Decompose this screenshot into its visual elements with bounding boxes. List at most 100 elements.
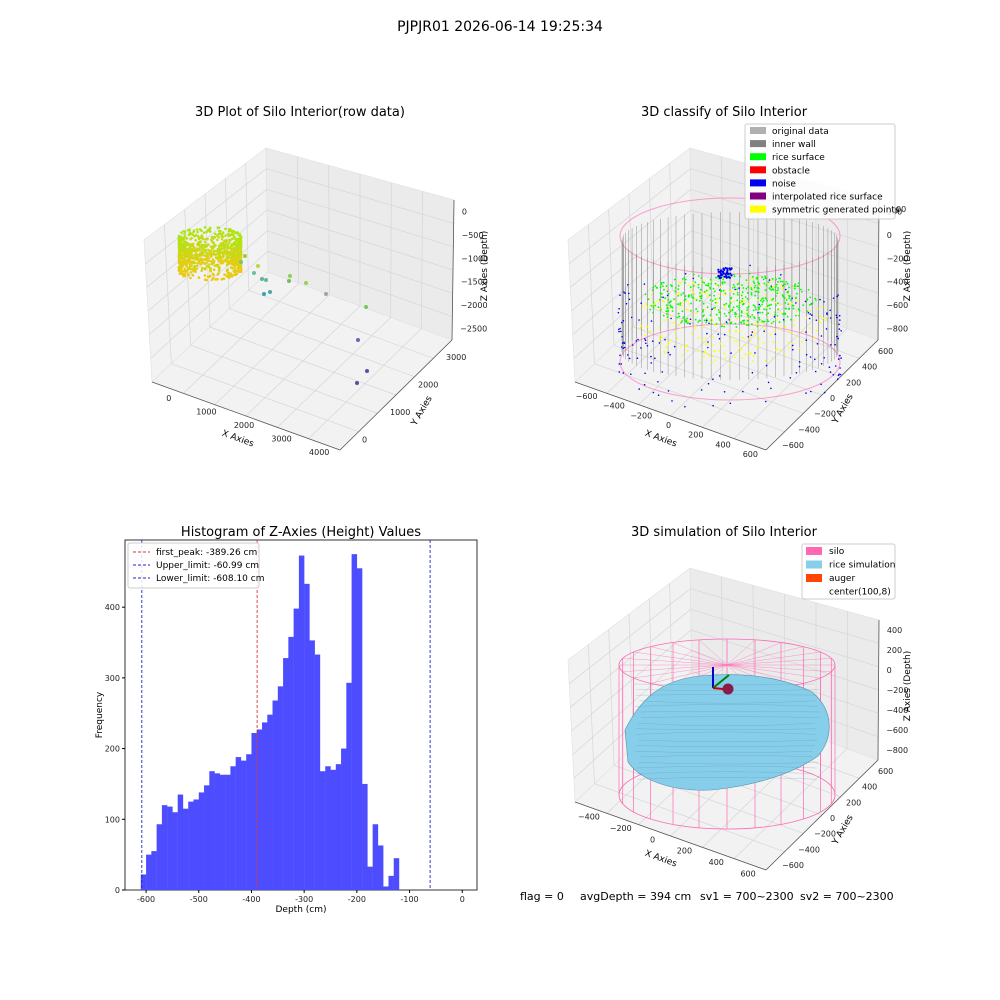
histogram-bar [356, 568, 363, 890]
symmetric-point [778, 291, 781, 294]
symmetric-point [761, 321, 763, 324]
histogram-bar [182, 808, 189, 890]
raw-point [233, 237, 236, 240]
symmetric-point [801, 330, 804, 333]
noise-point [834, 365, 837, 367]
panel2-z-label: Z Axies (Depth) [903, 231, 913, 302]
panel2-x-tick: 400 [715, 440, 730, 449]
noise-point [707, 382, 710, 385]
rice-surface-point [738, 306, 740, 309]
rice-surface-point [702, 309, 705, 311]
symmetric-point [764, 294, 767, 296]
raw-point [235, 251, 238, 254]
noise-point [711, 308, 713, 311]
symmetric-point [751, 360, 754, 362]
panel-classify-3d: 3D classify of Silo Interior −600 −400 −20… [567, 105, 913, 459]
rice-surface-point [800, 290, 803, 293]
symmetric-point [776, 348, 779, 350]
raw-point [225, 239, 228, 243]
noise-point [839, 319, 841, 321]
symmetric-point [661, 299, 664, 302]
rice-surface-point [787, 290, 790, 293]
noise-point [789, 377, 792, 379]
raw-point [230, 238, 233, 241]
rice-surface-point [772, 297, 775, 300]
histogram-bar [230, 766, 236, 890]
symmetric-point [795, 300, 798, 303]
noise-point [738, 287, 740, 289]
rice-surface-point [750, 288, 753, 291]
raw-outlier [260, 277, 264, 281]
rice-surface-point [753, 286, 756, 289]
histogram-bar [177, 794, 184, 890]
raw-point [238, 242, 241, 246]
rice-surface-point [652, 306, 655, 309]
histogram-bar [377, 845, 384, 890]
histogram-y-label: Frequency [95, 691, 105, 738]
raw-point [203, 248, 206, 251]
panel1-z-tick: −2000 [461, 301, 488, 310]
legend-label: inner wall [772, 140, 816, 150]
noise-point [823, 357, 825, 359]
rice-surface-point [740, 314, 743, 317]
rice-surface-point [765, 313, 768, 316]
raw-point [183, 256, 186, 260]
rice-surface-point [746, 309, 749, 311]
symmetric-point [645, 303, 647, 306]
raw-point [198, 248, 202, 252]
rice-surface-point [702, 315, 704, 318]
panel2-ticks: −600−400−2000200400600−600−400−200020040… [576, 208, 909, 459]
rice-surface-point [768, 304, 770, 307]
symmetric-point [645, 306, 648, 309]
noise-point [712, 404, 714, 407]
raw-point [182, 253, 186, 257]
noise-point [798, 361, 801, 363]
rice-surface-point [729, 302, 732, 304]
panel4-x-tick: −200 [610, 824, 632, 833]
symmetric-point [728, 329, 730, 332]
panel4-z-tick: 200 [887, 646, 902, 655]
raw-point [234, 231, 237, 235]
raw-point [177, 241, 181, 244]
silo-top-spoke [726, 646, 804, 666]
rice-surface-point [674, 287, 677, 289]
rice-surface-point [673, 278, 676, 281]
panel2-x-label: X Axies [643, 429, 678, 450]
rice-surface-point [754, 284, 757, 287]
rice-surface-point [723, 312, 726, 315]
rice-surface-point [741, 320, 744, 322]
rice-surface-point [714, 301, 717, 304]
symmetric-point [677, 323, 680, 326]
raw-point [230, 244, 233, 247]
raw-point [219, 255, 223, 259]
raw-point [217, 260, 221, 263]
raw-point [191, 255, 194, 258]
raw-point [189, 237, 192, 241]
symmetric-point [743, 312, 746, 315]
raw-point [200, 234, 204, 237]
rice-surface-point [750, 292, 753, 294]
raw-point [201, 266, 204, 270]
histogram-bar [198, 792, 205, 890]
rice-surface-point [788, 297, 791, 300]
rice-surface-point [738, 309, 741, 311]
rice-surface-point [717, 309, 720, 311]
symmetric-point [790, 332, 792, 334]
symmetric-point [770, 297, 772, 300]
noise-point [734, 288, 736, 291]
histogram-bar [309, 640, 315, 890]
rice-surface-point [763, 282, 766, 285]
histogram-bar [362, 783, 368, 890]
symmetric-point [779, 303, 782, 306]
noise-point [795, 372, 798, 374]
raw-point [239, 237, 242, 241]
rice-surface-point [684, 298, 687, 301]
rice-surface-point [699, 288, 702, 291]
rice-surface-point [695, 299, 698, 302]
raw-point [227, 232, 230, 236]
symmetric-point [714, 323, 716, 326]
rice-surface-point [764, 297, 767, 299]
raw-point [232, 251, 236, 255]
panel1-z-tick: 0 [462, 208, 467, 217]
rice-surface-point [790, 318, 792, 321]
